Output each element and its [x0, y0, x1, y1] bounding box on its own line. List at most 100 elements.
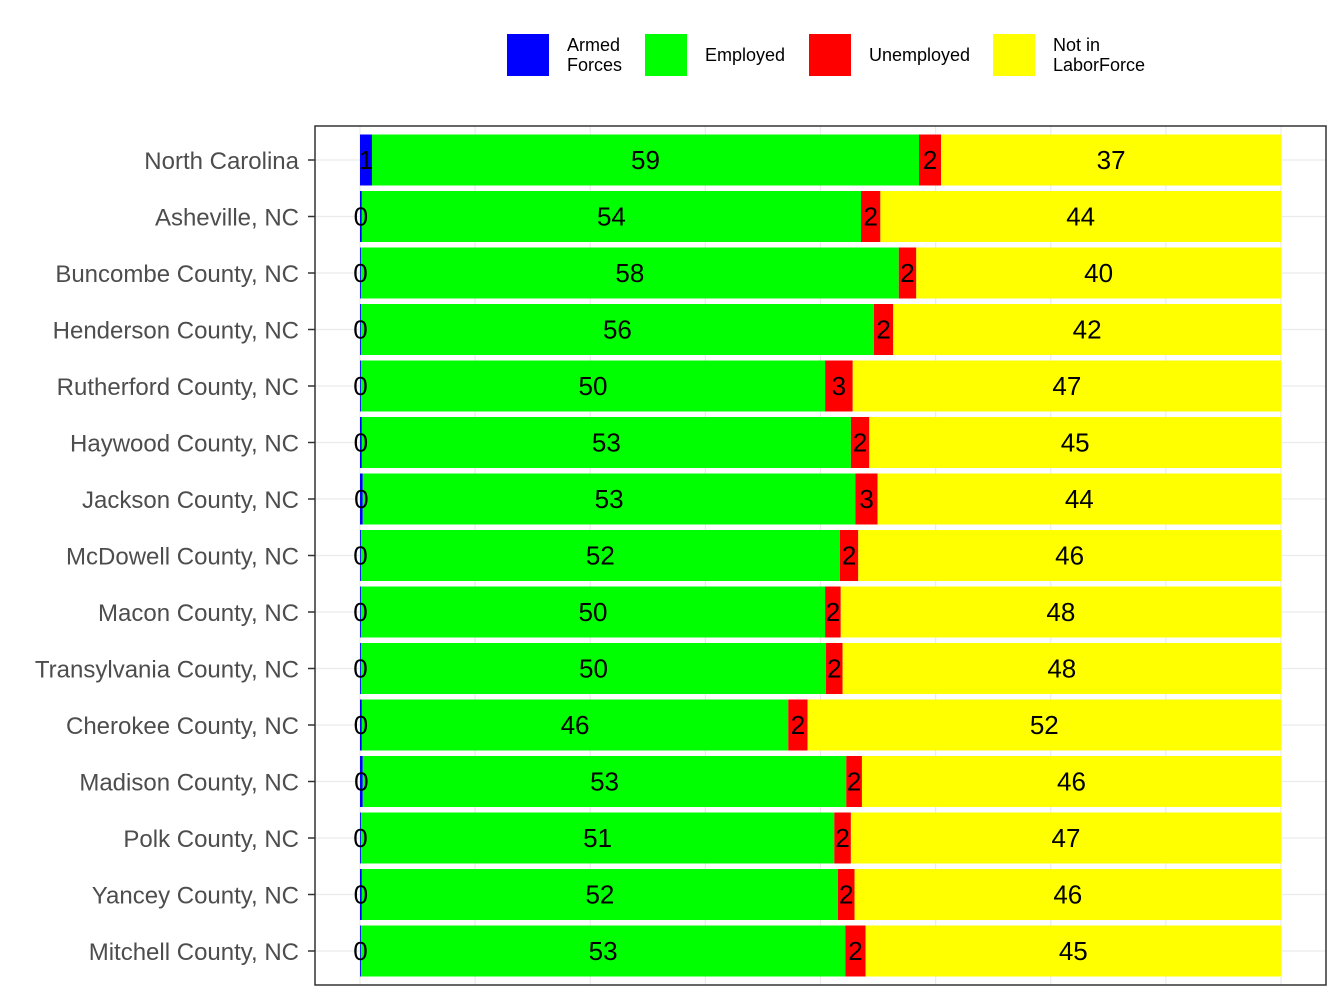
data-label-armed-forces-jackson-county-nc: 0	[354, 484, 368, 514]
data-label-unemployed-henderson-county-nc: 2	[876, 315, 890, 345]
bar-armed-forces-asheville-nc	[360, 191, 362, 242]
bar-not-in-laborforce-transylvania-county-nc	[842, 643, 1281, 694]
bar-not-in-laborforce-rutherford-county-nc	[852, 360, 1281, 412]
data-label-not-in-laborforce-cherokee-county-nc: 52	[1030, 710, 1059, 740]
bar-unemployed-yancey-county-nc	[837, 869, 855, 920]
bar-employed-macon-county-nc	[360, 586, 826, 638]
data-label-not-in-laborforce-rutherford-county-nc: 47	[1052, 371, 1081, 401]
legend-label-employed: Employed	[705, 45, 785, 65]
data-label-armed-forces-asheville-nc: 0	[354, 202, 368, 232]
bar-armed-forces-north-carolina	[360, 134, 372, 186]
bar-not-in-laborforce-yancey-county-nc	[854, 869, 1281, 920]
bar-not-in-laborforce-asheville-nc	[880, 191, 1281, 242]
data-label-armed-forces-buncombe-county-nc: 0	[353, 258, 367, 288]
data-label-employed-north-carolina: 59	[631, 145, 660, 175]
data-label-employed-rutherford-county-nc: 50	[579, 371, 608, 401]
bar-employed-mcdowell-county-nc	[360, 530, 840, 581]
data-label-employed-macon-county-nc: 50	[579, 597, 608, 627]
data-label-employed-haywood-county-nc: 53	[592, 428, 621, 458]
y-tick-label-transylvania-county-nc: Transylvania County, NC	[35, 657, 299, 684]
bar-unemployed-buncombe-county-nc	[898, 247, 917, 299]
legend-key-armed-forces	[507, 34, 549, 76]
data-label-armed-forces-henderson-county-nc: 0	[353, 315, 367, 345]
bar-armed-forces-henderson-county-nc	[360, 304, 361, 355]
bar-not-in-laborforce-buncombe-county-nc	[916, 247, 1281, 299]
data-label-unemployed-polk-county-nc: 2	[835, 823, 849, 853]
legend-key-unemployed	[809, 34, 851, 76]
y-tick-label-rutherford-county-nc: Rutherford County, NC	[57, 374, 299, 401]
legend-key-employed	[645, 34, 687, 76]
y-tick-label-asheville-nc: Asheville, NC	[155, 205, 299, 232]
data-label-employed-cherokee-county-nc: 46	[561, 710, 590, 740]
data-label-armed-forces-rutherford-county-nc: 0	[353, 371, 367, 401]
bar-armed-forces-jackson-county-nc	[360, 473, 363, 525]
legend-key-not-in-laborforce	[993, 34, 1035, 76]
data-label-unemployed-transylvania-county-nc: 2	[827, 654, 841, 684]
data-label-not-in-laborforce-henderson-county-nc: 42	[1073, 315, 1102, 345]
data-label-employed-transylvania-county-nc: 50	[579, 654, 608, 684]
bar-armed-forces-madison-county-nc	[360, 756, 363, 807]
bar-employed-jackson-county-nc	[362, 473, 856, 525]
data-label-not-in-laborforce-macon-county-nc: 48	[1046, 597, 1075, 627]
data-label-armed-forces-yancey-county-nc: 0	[354, 880, 368, 910]
y-tick-label-mitchell-county-nc: Mitchell County, NC	[89, 939, 299, 966]
bar-employed-buncombe-county-nc	[360, 247, 899, 299]
data-label-not-in-laborforce-mitchell-county-nc: 45	[1059, 936, 1088, 966]
bar-armed-forces-rutherford-county-nc	[360, 360, 361, 412]
bar-employed-cherokee-county-nc	[361, 699, 789, 751]
data-label-not-in-laborforce-polk-county-nc: 47	[1051, 823, 1080, 853]
data-label-armed-forces-haywood-county-nc: 0	[354, 428, 368, 458]
bar-not-in-laborforce-north-carolina	[941, 134, 1281, 186]
data-label-employed-polk-county-nc: 51	[583, 823, 612, 853]
data-label-not-in-laborforce-yancey-county-nc: 46	[1053, 880, 1082, 910]
data-label-not-in-laborforce-asheville-nc: 44	[1066, 202, 1095, 232]
bar-not-in-laborforce-jackson-county-nc	[877, 473, 1281, 525]
data-label-unemployed-macon-county-nc: 2	[826, 597, 840, 627]
data-label-armed-forces-madison-county-nc: 0	[354, 767, 368, 797]
data-label-armed-forces-polk-county-nc: 0	[353, 823, 367, 853]
bar-employed-asheville-nc	[361, 191, 862, 242]
bar-unemployed-mitchell-county-nc	[845, 925, 866, 977]
bar-armed-forces-macon-county-nc	[360, 586, 361, 638]
data-label-unemployed-haywood-county-nc: 2	[853, 428, 867, 458]
data-labels: 1 59 2 37 0 54 2 44 0 58 2 40 0 56 2 42 0 50 3 47 0 53 2 45 0 53 3…	[353, 145, 1125, 966]
bar-unemployed-transylvania-county-nc	[826, 643, 843, 694]
legend-item-employed: Employed	[645, 34, 785, 76]
y-axis: North Carolina Asheville, NC Buncombe Coun…	[35, 148, 315, 966]
data-label-not-in-laborforce-jackson-county-nc: 44	[1065, 484, 1094, 514]
data-label-unemployed-mcdowell-county-nc: 2	[842, 541, 856, 571]
data-label-armed-forces-cherokee-county-nc: 0	[354, 710, 368, 740]
bar-unemployed-cherokee-county-nc	[788, 699, 808, 751]
data-label-unemployed-north-carolina: 2	[923, 145, 937, 175]
bar-not-in-laborforce-henderson-county-nc	[893, 304, 1281, 355]
y-tick-label-macon-county-nc: Macon County, NC	[98, 600, 299, 627]
bar-unemployed-polk-county-nc	[834, 812, 851, 864]
bar-armed-forces-transylvania-county-nc	[360, 643, 361, 694]
data-label-unemployed-mitchell-county-nc: 2	[848, 936, 862, 966]
bar-unemployed-jackson-county-nc	[855, 473, 878, 525]
bar-armed-forces-cherokee-county-nc	[360, 699, 362, 751]
bar-unemployed-madison-county-nc	[846, 756, 862, 807]
bar-employed-henderson-county-nc	[360, 304, 874, 355]
data-label-armed-forces-mitchell-county-nc: 0	[353, 936, 367, 966]
legend-item-unemployed: Unemployed	[809, 34, 970, 76]
bar-armed-forces-haywood-county-nc	[360, 417, 362, 468]
data-label-employed-yancey-county-nc: 52	[585, 880, 614, 910]
y-tick-label-mcdowell-county-nc: McDowell County, NC	[66, 544, 299, 571]
bars	[360, 134, 1281, 977]
bar-not-in-laborforce-cherokee-county-nc	[807, 699, 1281, 751]
y-tick-label-jackson-county-nc: Jackson County, NC	[82, 487, 299, 514]
data-label-armed-forces-north-carolina: 1	[359, 145, 373, 175]
bar-employed-rutherford-county-nc	[360, 360, 826, 412]
bar-employed-mitchell-county-nc	[360, 925, 846, 977]
data-label-not-in-laborforce-transylvania-county-nc: 48	[1047, 654, 1076, 684]
data-label-armed-forces-mcdowell-county-nc: 0	[353, 541, 367, 571]
data-label-employed-mcdowell-county-nc: 52	[586, 541, 615, 571]
data-label-employed-jackson-county-nc: 53	[595, 484, 624, 514]
bar-employed-north-carolina	[371, 134, 920, 186]
y-tick-label-haywood-county-nc: Haywood County, NC	[70, 431, 299, 458]
data-label-unemployed-madison-county-nc: 2	[847, 767, 861, 797]
